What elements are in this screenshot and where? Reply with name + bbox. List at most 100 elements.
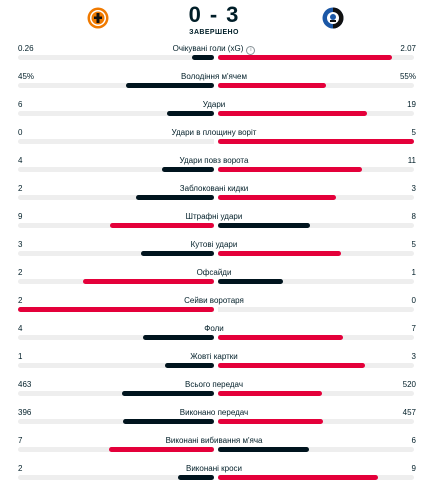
away-stat-track: [218, 223, 414, 228]
scoreline: 0-3: [0, 0, 428, 30]
home-stat-value: 9: [18, 212, 23, 221]
home-stat-value: 4: [18, 324, 23, 333]
home-stat-bar: [140, 251, 214, 256]
stat-row: 2 Сейви воротаря 0: [0, 292, 428, 320]
stat-label: Очікувані голи (xG) i: [0, 44, 428, 55]
away-stat-track: [218, 167, 414, 172]
stat-label-text: Жовті картки: [190, 352, 238, 361]
stat-row: 9 Штрафні удари 8: [0, 208, 428, 236]
stat-label-text: Удари повз ворота: [179, 156, 249, 165]
away-stat-value: 9: [411, 464, 416, 473]
away-stat-bar: [218, 475, 379, 480]
home-stat-bar: [121, 391, 214, 396]
home-stat-track: [18, 83, 214, 88]
stat-row: 396 Виконано передач 457: [0, 404, 428, 432]
stat-label-text: Заблоковані кидки: [179, 184, 249, 193]
stat-row: 2 Офсайди 1: [0, 264, 428, 292]
shakhtar-logo-icon[interactable]: [87, 7, 109, 29]
stat-label-text: Офсайди: [196, 268, 232, 277]
away-stat-value: 5: [411, 240, 416, 249]
home-stat-track: [18, 475, 214, 480]
home-stat-track: [18, 55, 214, 60]
home-stat-bar: [165, 363, 214, 368]
stat-label-text: Кутові удари: [190, 240, 238, 249]
info-icon[interactable]: i: [246, 46, 256, 55]
home-stat-track: [18, 307, 214, 312]
away-stat-value: 520: [402, 380, 416, 389]
home-stat-value: 396: [18, 408, 32, 417]
stat-row: 6 Удари 19: [0, 96, 428, 124]
stat-row: 1 Жовті картки 3: [0, 348, 428, 376]
score-separator: -: [209, 2, 219, 27]
stat-label-text: Виконано передач: [179, 408, 249, 417]
home-stat-bar: [142, 335, 214, 340]
home-stat-bar: [125, 83, 214, 88]
home-stat-track: [18, 335, 214, 340]
home-stat-track: [18, 447, 214, 452]
stat-row: 4 Удари повз ворота 11: [0, 152, 428, 180]
away-stat-value: 7: [411, 324, 416, 333]
away-stat-value: 8: [411, 212, 416, 221]
atalanta-logo-icon[interactable]: [322, 7, 344, 29]
home-stat-track: [18, 139, 214, 144]
away-stat-bar: [218, 279, 284, 284]
stat-row: 45% Володіння м'ячем 55%: [0, 68, 428, 96]
home-stat-bar: [161, 167, 214, 172]
away-stat-track: [218, 391, 414, 396]
home-stat-bar: [166, 111, 214, 116]
away-stat-bar: [218, 167, 362, 172]
stat-label: Жовті картки: [0, 352, 428, 362]
home-stat-value: 1: [18, 352, 23, 361]
stat-label: Сейви воротаря: [0, 296, 428, 306]
stat-label-text: Удари: [202, 100, 226, 109]
stat-label-text: Виконані кроси: [186, 464, 242, 473]
away-stat-bar: [218, 195, 336, 200]
away-stat-bar: [218, 251, 341, 256]
stat-label: Всього передач: [0, 380, 428, 390]
stat-row: 0 Удари в площину воріт 5: [0, 124, 428, 152]
away-stat-bar: [218, 55, 393, 60]
away-stat-value: 2.07: [400, 44, 416, 53]
away-stat-value: 1: [411, 268, 416, 277]
away-stat-bar: [218, 223, 311, 228]
away-stat-value: 55%: [399, 72, 416, 81]
home-stat-value: 3: [18, 240, 23, 249]
away-stat-value: 11: [407, 156, 416, 165]
home-stat-track: [18, 111, 214, 116]
away-stat-bar: [218, 139, 414, 144]
stat-label: Офсайди: [0, 268, 428, 278]
stat-label: Виконано передач: [0, 408, 428, 418]
home-stat-track: [18, 391, 214, 396]
stat-label: Виконані кроси: [0, 464, 428, 474]
home-stat-bar: [110, 223, 214, 228]
home-stat-value: 45%: [18, 72, 35, 81]
home-stat-value: 2: [18, 464, 23, 473]
home-score: 0: [188, 2, 202, 27]
away-stat-track: [218, 83, 414, 88]
stat-row: 463 Всього передач 520: [0, 376, 428, 404]
home-stat-track: [18, 167, 214, 172]
stat-label-text: Удари в площину воріт: [171, 128, 257, 137]
away-stat-value: 5: [411, 128, 416, 137]
away-stat-bar: [218, 111, 367, 116]
away-stat-bar: [218, 419, 324, 424]
away-stat-track: [218, 307, 414, 312]
away-stat-value: 6: [411, 436, 416, 445]
home-stat-value: 2: [18, 184, 23, 193]
stat-label: Штрафні удари: [0, 212, 428, 222]
home-stat-value: 463: [18, 380, 32, 389]
away-stat-track: [218, 335, 414, 340]
stat-row: 7 Виконані вибивання м'яча 6: [0, 432, 428, 460]
home-stat-track: [18, 223, 214, 228]
home-stat-value: 6: [18, 100, 23, 109]
stat-label-text: Сейви воротаря: [184, 296, 244, 305]
home-stat-bar: [83, 279, 214, 284]
stat-label-text: Штрафні удари: [185, 212, 243, 221]
away-stat-track: [218, 447, 414, 452]
home-stat-bar: [108, 447, 214, 452]
stat-label-text: Всього передач: [185, 380, 243, 389]
home-stat-bar: [192, 55, 214, 60]
away-stat-value: 0: [411, 296, 416, 305]
away-stat-value: 3: [411, 352, 416, 361]
away-stat-track: [218, 195, 414, 200]
